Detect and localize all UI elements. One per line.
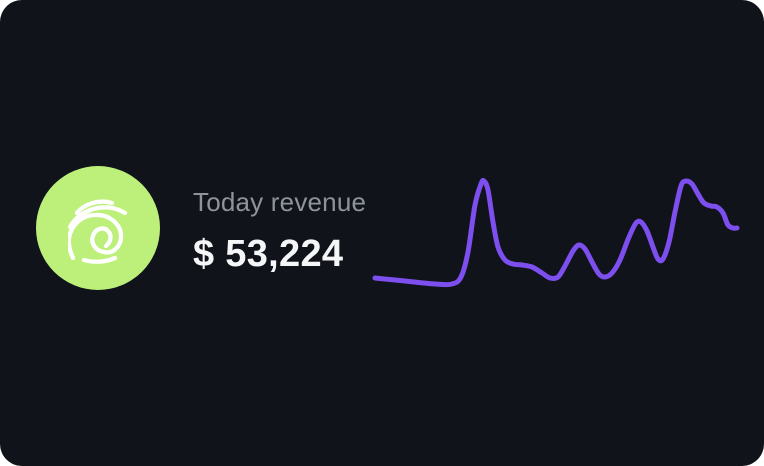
revenue-title-label: Today revenue (193, 187, 367, 217)
revenue-amount-value: $ 53,224 (193, 233, 344, 275)
fingerprint-badge (36, 166, 160, 290)
fingerprint-icon (68, 199, 128, 264)
revenue-text-block: Today revenue $ 53,224 (193, 187, 366, 275)
